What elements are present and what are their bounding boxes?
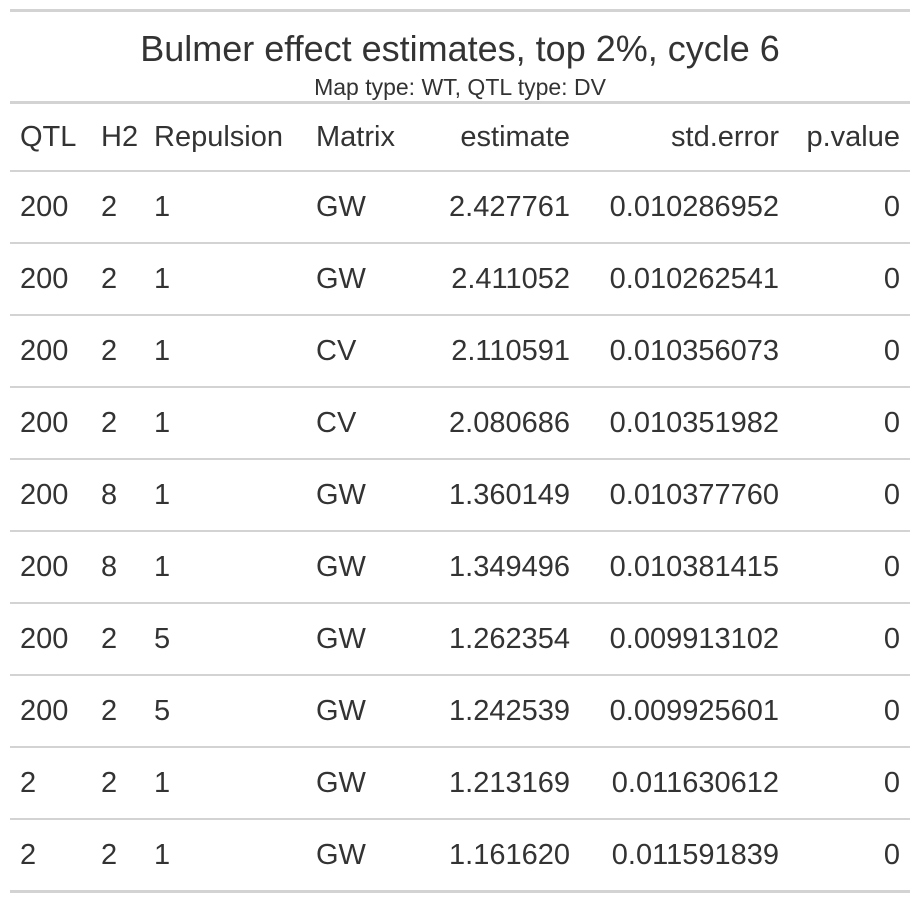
column-header-p-value: p.value — [779, 104, 910, 172]
std-error-cell: 0.011630612 — [570, 747, 779, 820]
table-body: 200 2 1 GW 2.427761 0.010286952 0 200 2 1 GW 2.4110… — [10, 171, 910, 893]
estimate-cell: 1.262354 — [426, 603, 570, 676]
qtl-cell: 200 — [10, 603, 101, 676]
h2-cell: 8 — [101, 531, 154, 604]
table-row: 2 2 1 GW 1.161620 0.011591839 0 — [10, 819, 910, 893]
table-row: 200 2 1 GW 2.427761 0.010286952 0 — [10, 171, 910, 244]
table-title: Bulmer effect estimates, top 2%, cycle 6 — [140, 28, 780, 69]
column-header-repulsion: Repulsion — [154, 104, 316, 172]
p-value-cell: 0 — [779, 819, 910, 893]
qtl-cell: 200 — [10, 171, 101, 244]
p-value-cell: 0 — [779, 531, 910, 604]
repulsion-cell: 1 — [154, 819, 316, 893]
column-header-h2: H2 — [101, 104, 154, 172]
estimate-cell: 2.080686 — [426, 387, 570, 460]
h2-cell: 2 — [101, 675, 154, 748]
matrix-cell: GW — [316, 171, 426, 244]
h2-cell: 2 — [101, 387, 154, 460]
estimate-cell: 1.349496 — [426, 531, 570, 604]
p-value-cell: 0 — [779, 387, 910, 460]
std-error-cell: 0.011591839 — [570, 819, 779, 893]
matrix-cell: GW — [316, 675, 426, 748]
table-row: 200 2 1 CV 2.080686 0.010351982 0 — [10, 387, 910, 460]
qtl-cell: 200 — [10, 531, 101, 604]
repulsion-cell: 1 — [154, 747, 316, 820]
p-value-cell: 0 — [779, 675, 910, 748]
column-header-estimate: estimate — [426, 104, 570, 172]
qtl-cell: 200 — [10, 387, 101, 460]
p-value-cell: 0 — [779, 603, 910, 676]
matrix-cell: GW — [316, 747, 426, 820]
matrix-cell: GW — [316, 459, 426, 532]
qtl-cell: 200 — [10, 675, 101, 748]
column-header-qtl: QTL — [10, 104, 101, 172]
estimate-cell: 2.411052 — [426, 243, 570, 316]
table-row: 200 2 1 CV 2.110591 0.010356073 0 — [10, 315, 910, 388]
matrix-cell: GW — [316, 531, 426, 604]
estimate-cell: 2.427761 — [426, 171, 570, 244]
qtl-cell: 200 — [10, 315, 101, 388]
repulsion-cell: 1 — [154, 171, 316, 244]
repulsion-cell: 1 — [154, 315, 316, 388]
p-value-cell: 0 — [779, 315, 910, 388]
repulsion-cell: 1 — [154, 387, 316, 460]
table-row: 200 2 5 GW 1.242539 0.009925601 0 — [10, 675, 910, 748]
h2-cell: 2 — [101, 315, 154, 388]
column-header-matrix: Matrix — [316, 104, 426, 172]
matrix-cell: GW — [316, 603, 426, 676]
estimate-cell: 2.110591 — [426, 315, 570, 388]
p-value-cell: 0 — [779, 747, 910, 820]
repulsion-cell: 1 — [154, 459, 316, 532]
column-header-std-error: std.error — [570, 104, 779, 172]
h2-cell: 2 — [101, 243, 154, 316]
h2-cell: 8 — [101, 459, 154, 532]
results-table: QTL H2 Repulsion Matrix estimate std.err… — [10, 104, 910, 893]
matrix-cell: GW — [316, 819, 426, 893]
estimate-cell: 1.242539 — [426, 675, 570, 748]
h2-cell: 2 — [101, 819, 154, 893]
qtl-cell: 2 — [10, 819, 101, 893]
results-table-container: Bulmer effect estimates, top 2%, cycle 6… — [10, 9, 910, 893]
std-error-cell: 0.010356073 — [570, 315, 779, 388]
matrix-cell: CV — [316, 387, 426, 460]
qtl-cell: 2 — [10, 747, 101, 820]
p-value-cell: 0 — [779, 243, 910, 316]
table-subtitle: Map type: WT, QTL type: DV — [314, 74, 606, 100]
matrix-cell: GW — [316, 243, 426, 316]
std-error-cell: 0.010286952 — [570, 171, 779, 244]
header-row: QTL H2 Repulsion Matrix estimate std.err… — [10, 104, 910, 172]
std-error-cell: 0.009913102 — [570, 603, 779, 676]
std-error-cell: 0.009925601 — [570, 675, 779, 748]
repulsion-cell: 5 — [154, 675, 316, 748]
p-value-cell: 0 — [779, 171, 910, 244]
estimate-cell: 1.213169 — [426, 747, 570, 820]
repulsion-cell: 5 — [154, 603, 316, 676]
estimate-cell: 1.161620 — [426, 819, 570, 893]
repulsion-cell: 1 — [154, 243, 316, 316]
matrix-cell: CV — [316, 315, 426, 388]
std-error-cell: 0.010381415 — [570, 531, 779, 604]
table-row: 2 2 1 GW 1.213169 0.011630612 0 — [10, 747, 910, 820]
qtl-cell: 200 — [10, 243, 101, 316]
p-value-cell: 0 — [779, 459, 910, 532]
std-error-cell: 0.010351982 — [570, 387, 779, 460]
table-row: 200 2 5 GW 1.262354 0.009913102 0 — [10, 603, 910, 676]
qtl-cell: 200 — [10, 459, 101, 532]
table-row: 200 8 1 GW 1.349496 0.010381415 0 — [10, 531, 910, 604]
table-row: 200 8 1 GW 1.360149 0.010377760 0 — [10, 459, 910, 532]
estimate-cell: 1.360149 — [426, 459, 570, 532]
h2-cell: 2 — [101, 171, 154, 244]
repulsion-cell: 1 — [154, 531, 316, 604]
table-row: 200 2 1 GW 2.411052 0.010262541 0 — [10, 243, 910, 316]
h2-cell: 2 — [101, 603, 154, 676]
std-error-cell: 0.010377760 — [570, 459, 779, 532]
h2-cell: 2 — [101, 747, 154, 820]
table-heading: Bulmer effect estimates, top 2%, cycle 6… — [10, 9, 910, 104]
std-error-cell: 0.010262541 — [570, 243, 779, 316]
